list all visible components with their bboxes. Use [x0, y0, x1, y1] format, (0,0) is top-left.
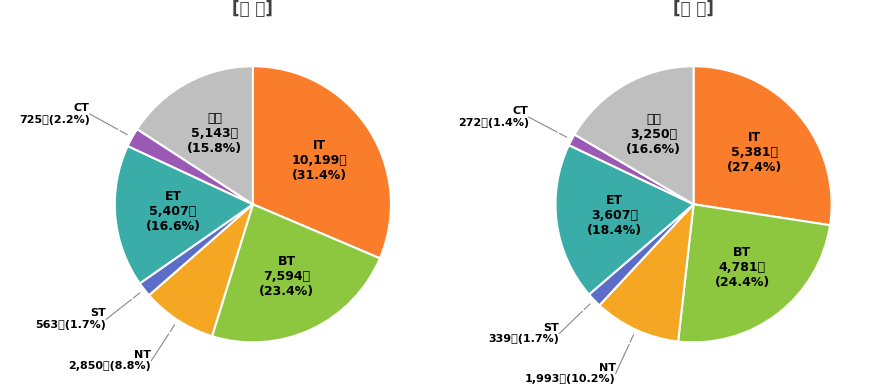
- Wedge shape: [253, 66, 391, 258]
- Wedge shape: [137, 66, 253, 204]
- Wedge shape: [589, 204, 693, 305]
- Text: BT
4,781건
(24.4%): BT 4,781건 (24.4%): [715, 246, 770, 289]
- Wedge shape: [693, 66, 831, 225]
- Text: IT
10,199건
(31.4%): IT 10,199건 (31.4%): [291, 138, 347, 182]
- Text: CT
272건(1.4%): CT 272건(1.4%): [458, 106, 529, 128]
- Wedge shape: [600, 204, 693, 342]
- Text: BT
7,594건
(23.4%): BT 7,594건 (23.4%): [259, 256, 315, 298]
- Text: 기타
5,143건
(15.8%): 기타 5,143건 (15.8%): [187, 112, 242, 156]
- Wedge shape: [212, 204, 380, 342]
- Text: ST
563건(1.7%): ST 563건(1.7%): [36, 308, 106, 330]
- Text: 기타
3,250건
(16.6%): 기타 3,250건 (16.6%): [626, 113, 682, 156]
- Wedge shape: [568, 135, 693, 204]
- Text: [출 원]: [출 원]: [233, 0, 274, 18]
- Text: ET
3,607건
(18.4%): ET 3,607건 (18.4%): [586, 193, 642, 237]
- Wedge shape: [140, 204, 253, 295]
- Text: IT
5,381건
(27.4%): IT 5,381건 (27.4%): [727, 131, 782, 173]
- Wedge shape: [575, 66, 693, 204]
- Text: ST
339건(1.7%): ST 339건(1.7%): [488, 323, 560, 344]
- Text: ET
5,407건
(16.6%): ET 5,407건 (16.6%): [145, 190, 200, 233]
- Text: CT
725건(2.2%): CT 725건(2.2%): [19, 103, 90, 125]
- Text: NT
2,850건(8.8%): NT 2,850건(8.8%): [69, 350, 151, 371]
- Text: [등 록]: [등 록]: [673, 0, 714, 18]
- Wedge shape: [127, 129, 253, 204]
- Text: NT
1,993건(10.2%): NT 1,993건(10.2%): [525, 363, 616, 384]
- Wedge shape: [555, 145, 693, 294]
- Wedge shape: [678, 204, 830, 342]
- Wedge shape: [115, 146, 253, 284]
- Wedge shape: [149, 204, 253, 336]
